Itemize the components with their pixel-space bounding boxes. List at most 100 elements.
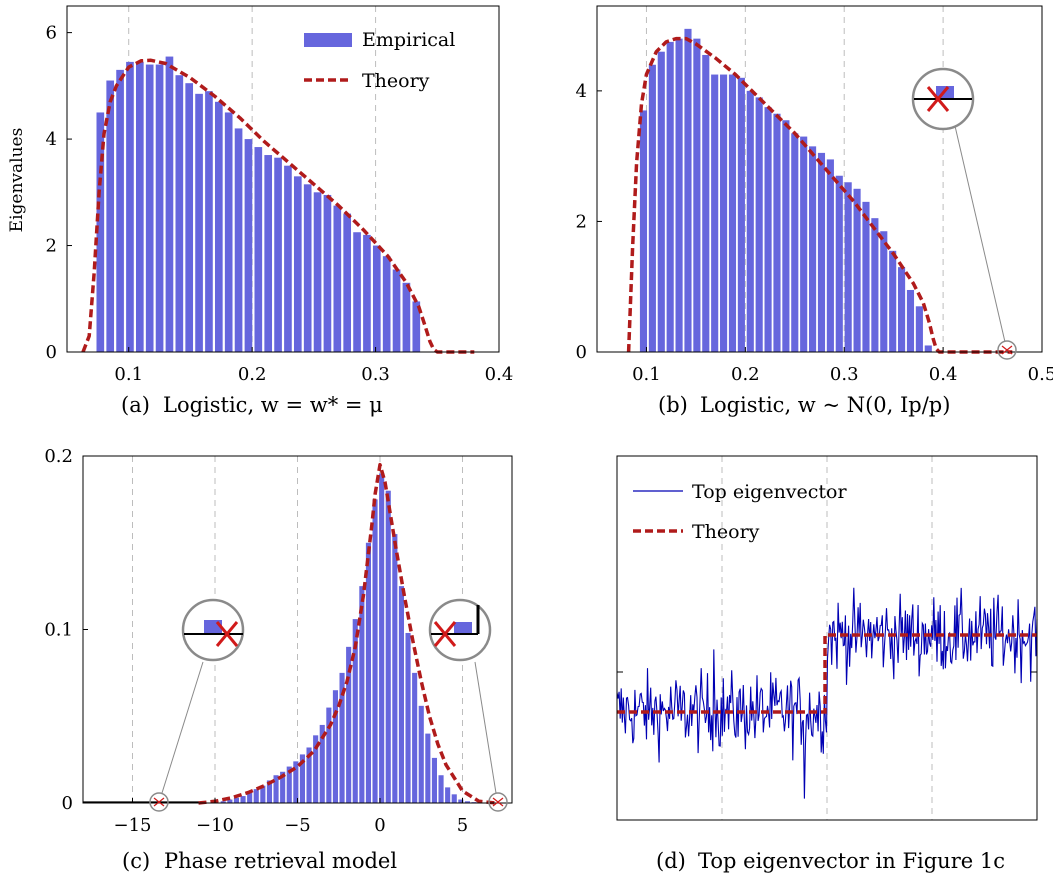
b-bar: [764, 107, 772, 352]
b-bar: [639, 110, 648, 353]
c-bar: [227, 799, 233, 803]
b-bar: [684, 28, 692, 352]
a-bar: [106, 80, 115, 353]
c-xtick-label: −15: [114, 815, 152, 836]
c-bar: [438, 775, 444, 803]
a-bar: [234, 128, 243, 352]
c-bar: [451, 794, 457, 803]
a-legend-empirical-label: Empirical: [362, 29, 455, 51]
b-theory-path: [626, 36, 1013, 354]
c-zoom-left: [149, 598, 245, 812]
a-bar: [116, 69, 124, 352]
a-bar: [155, 64, 164, 353]
a-bar: [175, 75, 184, 352]
a-ylabel: Eigenvalues: [7, 128, 27, 233]
panel-b: 0.1 0.2 0.3 0.4 0.5 0 2 4 (b) Logistic, w ~ N(0…: [576, 5, 1053, 417]
a-ticks: 0.1 0.2 0.3 0.4 0 2 4 6: [46, 23, 514, 385]
b-bar: [844, 182, 852, 352]
b-bar: [720, 74, 728, 352]
c-bar: [392, 534, 398, 803]
b-bar: [773, 113, 781, 352]
a-xtick-label: 0.2: [238, 364, 267, 385]
c-bar: [220, 801, 226, 803]
b-zoom-small-circle: [997, 340, 1017, 360]
c-theory-curve: [83, 462, 496, 805]
d-caption-label: (d): [656, 849, 686, 873]
b-axes-frame: [596, 5, 1043, 353]
a-bar: [254, 147, 263, 352]
c-xtick-label: 0: [374, 815, 385, 836]
c-left-small-cross-b: [153, 797, 165, 807]
c-zoom-left-cross-b: [215, 621, 239, 647]
c-bar: [346, 646, 352, 803]
a-bar: [264, 155, 273, 352]
c-zoom-right-bar: [454, 622, 472, 633]
c-bars: [220, 473, 477, 803]
c-bar: [445, 787, 451, 803]
a-bar: [333, 205, 342, 352]
a-bar: [274, 157, 282, 352]
b-bar: [648, 64, 656, 353]
a-theory-path: [81, 58, 475, 354]
a-bar: [284, 165, 292, 352]
a-theory-curve: [81, 58, 475, 354]
b-caption-label: (b): [658, 393, 688, 417]
c-bar: [240, 796, 246, 803]
c-bar: [398, 586, 405, 803]
a-bar: [185, 83, 194, 352]
b-bars: [639, 28, 932, 353]
d-theory-line: [617, 633, 1037, 714]
a-bar: [96, 112, 105, 352]
c-bar: [405, 632, 411, 803]
b-bar: [835, 175, 843, 352]
b-zoom-connector: [954, 125, 1006, 343]
c-bar: [372, 499, 378, 803]
c-ytick-label: 0.2: [44, 446, 73, 467]
a-bar: [224, 112, 233, 352]
a-ytick-label: 2: [46, 236, 57, 257]
c-bar: [306, 747, 312, 803]
b-bar: [791, 133, 799, 352]
c-xtick-label: −5: [284, 815, 311, 836]
a-axes-frame: [66, 5, 500, 353]
b-ytick-label: 0: [576, 342, 587, 363]
panel-c: −15 −10 −5 0 500.10.2 (c) Phase r: [44, 446, 513, 873]
c-ytick-label: 0: [62, 793, 73, 814]
b-ticks: 0.1 0.2 0.3 0.4 0.5 0 2 4: [576, 81, 1053, 385]
c-ticks: −15 −10 −5 0 5 0 0.1 0.2: [44, 446, 468, 836]
b-bar: [666, 41, 674, 352]
b-caption: Logistic, w ~ N(0, Ip/p): [700, 393, 950, 417]
c-bar: [247, 792, 253, 803]
d-axes-frame: [616, 455, 1038, 821]
c-ytick-label: 0.1: [44, 620, 73, 641]
b-bar: [880, 231, 888, 352]
c-bar: [385, 490, 391, 803]
c-bar: [431, 757, 438, 803]
b-xtick-label: 0.5: [1028, 364, 1053, 385]
b-bar: [853, 188, 861, 352]
c-bar: [286, 766, 292, 803]
a-bar: [165, 56, 174, 353]
c-caption-label: (c): [122, 849, 150, 873]
a-bar: [372, 245, 381, 352]
c-theory-path: [198, 462, 496, 805]
c-zoom-right-small-circle: [488, 792, 508, 812]
b-bar: [862, 201, 870, 352]
c-bar: [253, 789, 259, 803]
a-bar: [412, 301, 421, 352]
d-legend-eigvec-label: Top eigenvector: [692, 481, 847, 503]
a-bar: [293, 176, 302, 352]
b-bar: [906, 289, 915, 352]
b-xtick-label: 0.3: [830, 364, 859, 385]
b-zoom-cross-b: [926, 86, 950, 112]
b-bar: [809, 146, 817, 352]
c-bar: [412, 672, 418, 803]
a-legend: Empirical Theory: [304, 29, 455, 92]
c-zoom-left-connector: [161, 661, 204, 794]
c-bar: [418, 705, 424, 803]
b-bar: [826, 159, 834, 352]
c-bar: [319, 724, 325, 803]
c-bar: [339, 672, 345, 803]
b-bar: [746, 90, 754, 353]
a-bar: [195, 93, 203, 352]
